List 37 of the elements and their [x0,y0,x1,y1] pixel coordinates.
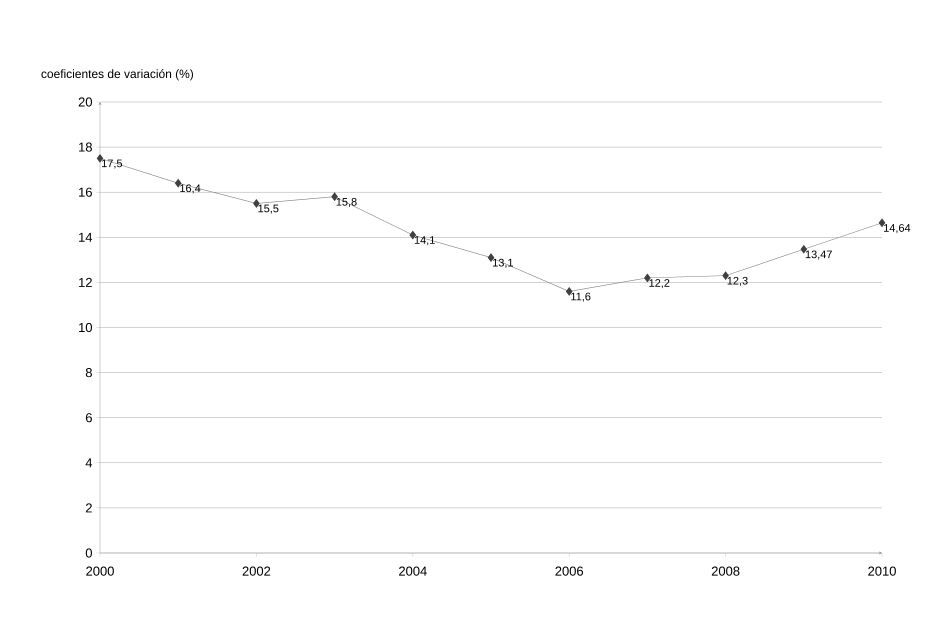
y-tick-label: 0 [86,548,92,558]
data-label: 13,1 [493,258,513,268]
point [644,274,651,282]
data-label: 14,1 [414,236,435,246]
data-label: 17,5 [102,160,122,169]
point [253,199,260,208]
point [96,154,104,163]
x-tick-label: 2006 [555,566,584,576]
point [722,271,729,280]
y-tick-label: 12 [79,278,92,287]
point [488,253,494,262]
x-tick-label: 2002 [242,566,270,576]
data-label: 16,4 [180,184,200,194]
y-tick-label: 8 [86,368,92,378]
data-label: 12,2 [649,279,670,288]
data-label: 13,47 [806,250,832,260]
y-tick-label: 4 [86,458,92,468]
data-label: 15,8 [336,198,357,207]
y-axis-title: coeficientes de variación (%) [41,69,194,80]
point [878,218,886,228]
x-tick-label: 2010 [868,566,896,576]
x-tick-label: 2004 [399,566,427,576]
data-label: 11,6 [571,292,590,302]
x-tick-label: 2008 [712,566,740,576]
y-tick-label: 16 [79,188,92,197]
data-label: 15,5 [258,204,278,214]
point [331,192,338,202]
y-tick-label: 6 [86,413,92,422]
y-tick-label: 20 [78,97,92,107]
data-label: 14,64 [884,224,910,234]
y-tick-label: 2 [86,503,92,512]
data-label: 12,3 [728,276,748,286]
y-tick-label: 14 [79,232,92,242]
y-tick-label: 18 [79,142,92,152]
point [174,178,182,188]
y-tick-label: 10 [79,322,92,332]
x-tick-label: 2000 [86,566,114,576]
